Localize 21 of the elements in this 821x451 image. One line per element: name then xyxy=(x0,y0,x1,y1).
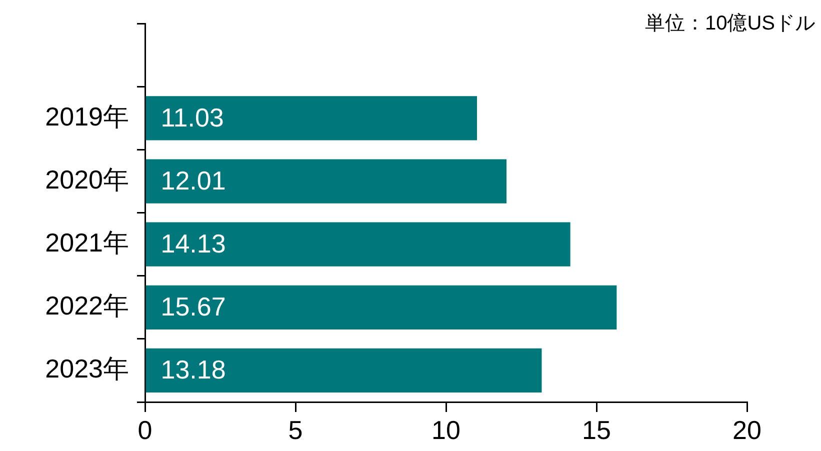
y-tick-label: 2021年 xyxy=(45,228,129,258)
y-tick-label: 2019年 xyxy=(45,101,129,132)
annotation: 単位：10億USドル xyxy=(644,12,815,35)
bar xyxy=(146,348,542,393)
x-tick-label: 20 xyxy=(732,414,762,445)
data-label: 12.01 xyxy=(160,165,226,196)
bar xyxy=(146,222,570,266)
data-label: 14.13 xyxy=(160,228,226,259)
x-tick-label: 5 xyxy=(288,414,303,445)
x-tick-label: 0 xyxy=(138,414,152,445)
x-tick-label: 15 xyxy=(582,414,611,445)
data-label: 15.67 xyxy=(160,292,226,322)
data-label: 11.03 xyxy=(160,102,224,132)
y-tick-label: 2020年 xyxy=(45,164,129,194)
y-tick-label: 2022年 xyxy=(45,290,129,321)
y-tick-label: 2023年 xyxy=(45,354,129,384)
bar xyxy=(146,96,478,140)
x-tick-label: 10 xyxy=(432,414,460,445)
data-label: 13.18 xyxy=(160,354,226,385)
bar xyxy=(146,159,506,204)
bar xyxy=(146,285,617,330)
